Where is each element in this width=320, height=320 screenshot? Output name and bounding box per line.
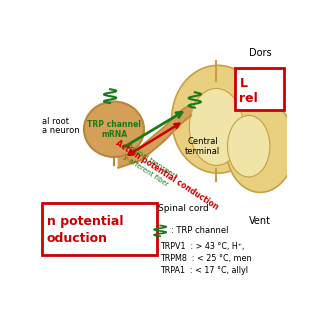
Text: TRPM8  : < 25 °C, men: TRPM8 : < 25 °C, men [160, 254, 252, 263]
Text: Axonal transport: Axonal transport [125, 143, 178, 180]
Text: TRP channel
mRNA: TRP channel mRNA [87, 120, 141, 139]
Text: y-afferent fiber: y-afferent fiber [122, 154, 169, 188]
Ellipse shape [226, 100, 295, 192]
Text: n potential: n potential [47, 215, 124, 228]
Text: a neuron: a neuron [42, 126, 80, 135]
Ellipse shape [228, 116, 270, 177]
Text: Vent: Vent [249, 215, 271, 226]
Text: TRPV1  : > 43 °C, H⁺,: TRPV1 : > 43 °C, H⁺, [160, 242, 244, 251]
FancyBboxPatch shape [235, 68, 284, 110]
Text: Spinal cord: Spinal cord [158, 204, 209, 213]
Text: L: L [239, 76, 247, 90]
Text: Dors: Dors [249, 48, 271, 58]
Ellipse shape [172, 65, 264, 173]
Text: TRPA1  : < 17 °C, allyl: TRPA1 : < 17 °C, allyl [160, 267, 248, 276]
Text: Action potential conduction: Action potential conduction [114, 139, 220, 212]
Text: Central
terminal: Central terminal [185, 137, 220, 156]
Ellipse shape [84, 101, 144, 157]
Ellipse shape [189, 88, 243, 165]
Text: : TRP channel: : TRP channel [171, 227, 228, 236]
FancyBboxPatch shape [42, 203, 157, 255]
Text: rel: rel [239, 92, 258, 105]
Text: al root: al root [42, 117, 69, 126]
Text: oduction: oduction [47, 232, 108, 245]
